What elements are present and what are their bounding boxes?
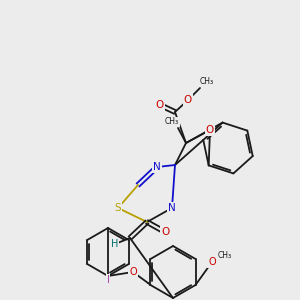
Text: H: H: [111, 239, 119, 249]
Text: S: S: [115, 203, 121, 213]
Text: CH₃: CH₃: [200, 77, 214, 86]
Text: O: O: [184, 95, 192, 105]
Text: CH₃: CH₃: [218, 250, 232, 260]
Text: O: O: [156, 100, 164, 110]
Text: N: N: [168, 203, 176, 213]
Text: O: O: [206, 125, 214, 135]
Text: CH₃: CH₃: [165, 118, 179, 127]
Text: N: N: [153, 162, 161, 172]
Text: O: O: [208, 257, 216, 267]
Text: O: O: [161, 227, 169, 237]
Text: I: I: [106, 275, 110, 285]
Text: O: O: [129, 267, 137, 277]
